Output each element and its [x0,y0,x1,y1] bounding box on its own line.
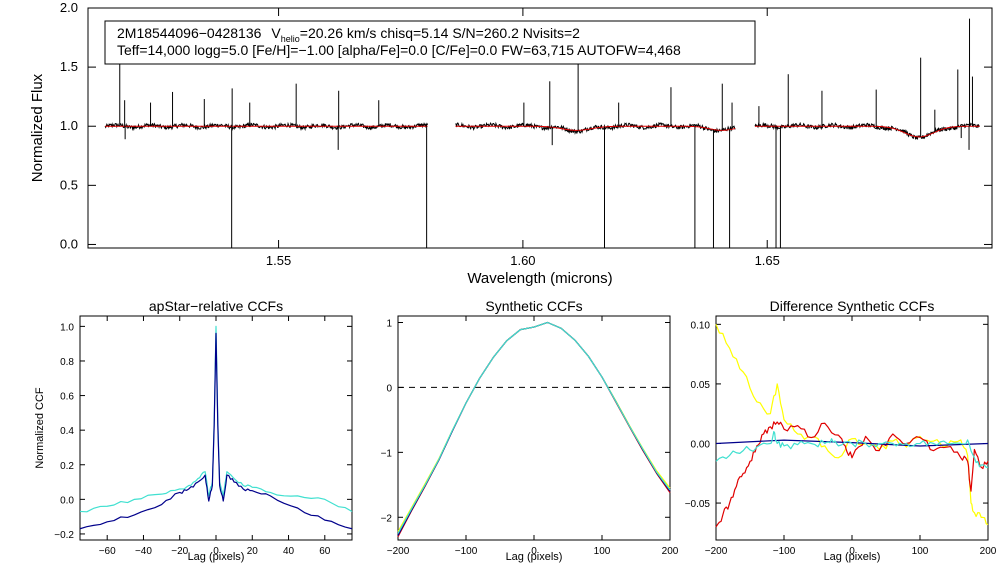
spectrum-info-box: 2M18544096−0428136 Vhelio=20.26 km/s chis… [104,20,756,65]
x-tick-label: 0 [531,546,537,557]
spectrum-y-axis-label: Normalized Flux [29,73,46,182]
x-tick-label: 60 [319,546,331,557]
apstar-ccf-x-axis-label: Lag (pixels) [188,551,245,563]
y-tick-label: 0.2 [60,461,74,472]
observed-spectrum-line [455,121,736,135]
model-spectrum-line [755,125,980,138]
ccf-series-line [79,325,353,513]
difference-ccf-x-axis-label: Lag (pixels) [824,551,881,563]
ccf-series-line [715,324,989,526]
y-tick-label: 1.0 [60,118,78,133]
y-tick-label: 0.0 [60,495,74,506]
x-tick-label: 0 [213,546,219,557]
y-tick-label: 1 [386,318,392,329]
x-tick-label: −40 [135,546,152,557]
synthetic-ccf-title: Synthetic CCFs [485,298,582,314]
ccf-series-line [715,421,989,528]
x-tick-label: 100 [912,546,929,557]
x-tick-label: 200 [662,546,679,557]
info-v-subscript: helio [281,34,300,44]
x-tick-label: 100 [594,546,611,557]
apstar-ccf-tick-labels: −60 −40 −20 0 20 40 60 −0.2 0.0 0.2 0.4 0.6 0.8 1.0 [54,322,331,557]
apstar-ccf-y-axis-label: Normalized CCF [34,387,46,469]
x-tick-label: −100 [455,546,478,557]
info-v-rest: =20.26 km/s chisq=5.14 S/N=260.2 Nvisits… [300,25,580,41]
synthetic-ccf-plot-frame [397,315,671,541]
info-line-1: 2M18544096−0428136 Vhelio=20.26 km/s chis… [117,25,580,44]
ccf-series-line [397,321,671,538]
difference-ccf-plot-frame [715,315,989,541]
difference-ccf-axes [715,316,989,540]
x-tick-label: 1.60 [510,253,535,268]
spectrum-tick-labels: 1.55 1.60 1.65 0.0 0.5 1.0 1.5 2.0 [60,0,780,268]
synthetic-ccf-panel: Synthetic CCFs −200 −100 0 100 200 −2 −1 0 1 Lag… [381,298,679,563]
ccf-series-line [397,321,671,534]
ccf-series-line [715,439,989,447]
y-tick-label: 0.5 [60,177,78,192]
observed-spectrum-line [754,121,980,140]
difference-ccf-panel: Difference Synthetic CCFs −200 −100 0 100 20… [685,298,997,563]
x-tick-label: 1.65 [755,253,780,268]
y-tick-label: 0.8 [60,357,74,368]
apstar-ccf-panel: apStar−relative CCFs −60 −40 −20 0 20 40 60 −0.… [34,298,353,563]
x-tick-label: 1.55 [266,253,291,268]
y-tick-label: 1.0 [60,322,74,333]
y-tick-label: 0.6 [60,392,74,403]
info-v-label: V [271,25,281,41]
x-tick-label: −200 [387,546,410,557]
apstar-ccf-series [79,325,353,530]
difference-ccf-tick-labels: −200 −100 0 100 200 −0.05 0.00 0.05 0.10 [685,320,997,557]
x-tick-label: 0 [849,546,855,557]
x-tick-label: −100 [773,546,796,557]
spectrum-series [104,18,980,248]
x-tick-label: 40 [283,546,295,557]
spectrum-panel: 1.55 1.60 1.65 0.0 0.5 1.0 1.5 2.0 Wavelength (… [29,0,993,287]
ccf-series-line [397,321,671,536]
y-tick-label: 0.0 [60,236,78,251]
info-star-id: 2M18544096−0428136 [117,25,262,41]
ccf-series-line [79,332,353,530]
spectrum-plot-frame [87,7,993,249]
synthetic-ccf-series [397,321,671,538]
ccf-series-line [715,430,988,468]
x-tick-label: 20 [247,546,259,557]
x-tick-label: −20 [171,546,188,557]
x-tick-label: 200 [980,546,997,557]
y-tick-label: 1.5 [60,59,78,74]
model-spectrum-line [455,125,736,131]
apstar-ccf-axes [80,316,352,540]
x-tick-label: −200 [705,546,728,557]
y-tick-label: 0.4 [60,426,74,437]
difference-ccf-series [715,324,989,528]
y-tick-label: −0.05 [685,499,711,510]
synthetic-ccf-tick-labels: −200 −100 0 100 200 −2 −1 0 1 [381,318,679,557]
info-line-2: Teff=14,000 logg=5.0 [Fe/H]=−1.00 [alpha… [117,42,681,58]
difference-ccf-title: Difference Synthetic CCFs [770,298,935,314]
y-tick-label: −0.2 [54,530,74,541]
y-tick-label: −2 [381,513,393,524]
info-box-frame [104,20,756,65]
y-tick-label: −1 [381,448,393,459]
x-tick-label: −60 [99,546,116,557]
y-tick-label: 2.0 [60,0,78,15]
synthetic-ccf-axes [397,316,671,540]
y-tick-label: 0.05 [691,380,711,391]
spectrum-x-axis-label: Wavelength (microns) [467,270,612,287]
y-tick-label: 0.00 [691,439,711,450]
apstar-ccf-title: apStar−relative CCFs [149,298,283,314]
y-tick-label: 0 [386,383,392,394]
spectrum-axes [88,7,992,248]
synthetic-ccf-x-axis-label: Lag (pixels) [506,551,563,563]
y-tick-label: 0.10 [691,320,711,331]
